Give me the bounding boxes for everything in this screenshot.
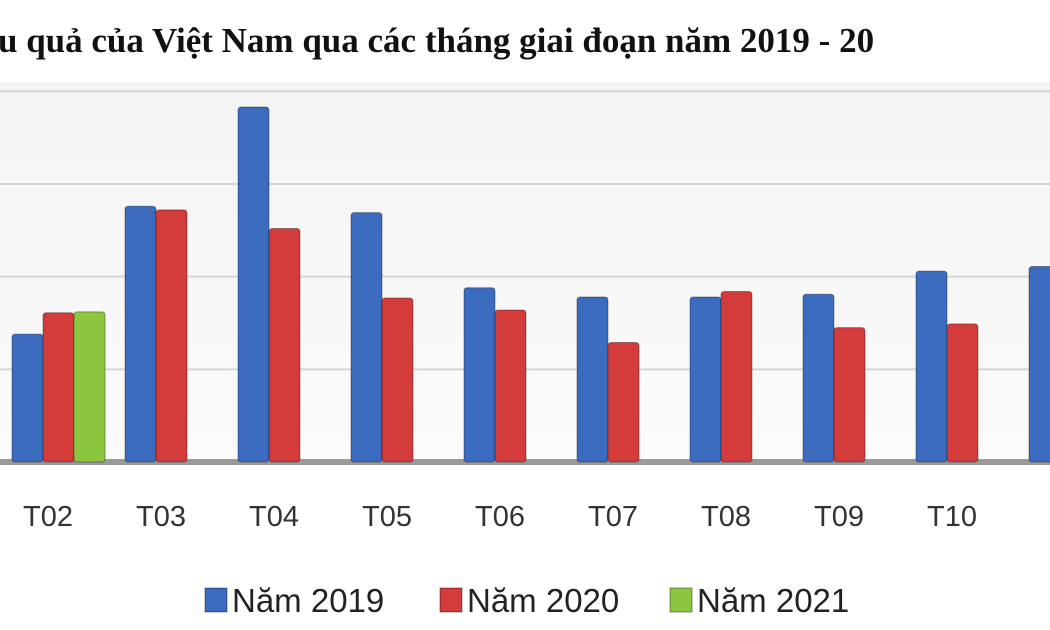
x-tick-label: T05 (362, 501, 412, 533)
bar (350, 212, 383, 463)
bar (720, 290, 753, 463)
bar (607, 341, 640, 463)
legend-swatch (204, 587, 228, 613)
x-tick-label: T06 (475, 501, 525, 533)
legend-label: Năm 2020 (467, 582, 619, 619)
bar (155, 209, 188, 463)
bar (463, 287, 496, 463)
x-tick-label: T09 (814, 501, 864, 533)
x-tick-label: T08 (701, 501, 751, 533)
bar (833, 327, 866, 463)
bar (11, 333, 44, 463)
bar (946, 323, 979, 463)
bar (42, 312, 75, 463)
x-tick-label: T02 (23, 501, 73, 533)
bar (915, 270, 948, 463)
bar (802, 293, 835, 463)
x-tick-label: T04 (249, 501, 299, 533)
bar (689, 296, 722, 463)
x-tick-label: T07 (588, 501, 638, 533)
legend-label: Năm 2019 (232, 582, 384, 619)
legend-swatch (439, 587, 463, 613)
x-tick-label: T03 (136, 501, 186, 533)
bar (268, 227, 301, 463)
bar (73, 311, 106, 463)
legend-swatch (669, 587, 693, 613)
legend-label: Năm 2021 (697, 582, 849, 619)
bar (381, 297, 414, 463)
chart-title: u quả của Việt Nam qua các tháng giai đo… (0, 21, 874, 60)
x-tick-label: T10 (927, 501, 977, 533)
bar (1028, 265, 1050, 463)
bar (124, 205, 157, 463)
bar (237, 106, 270, 463)
bar (576, 296, 609, 463)
bar (494, 309, 527, 463)
